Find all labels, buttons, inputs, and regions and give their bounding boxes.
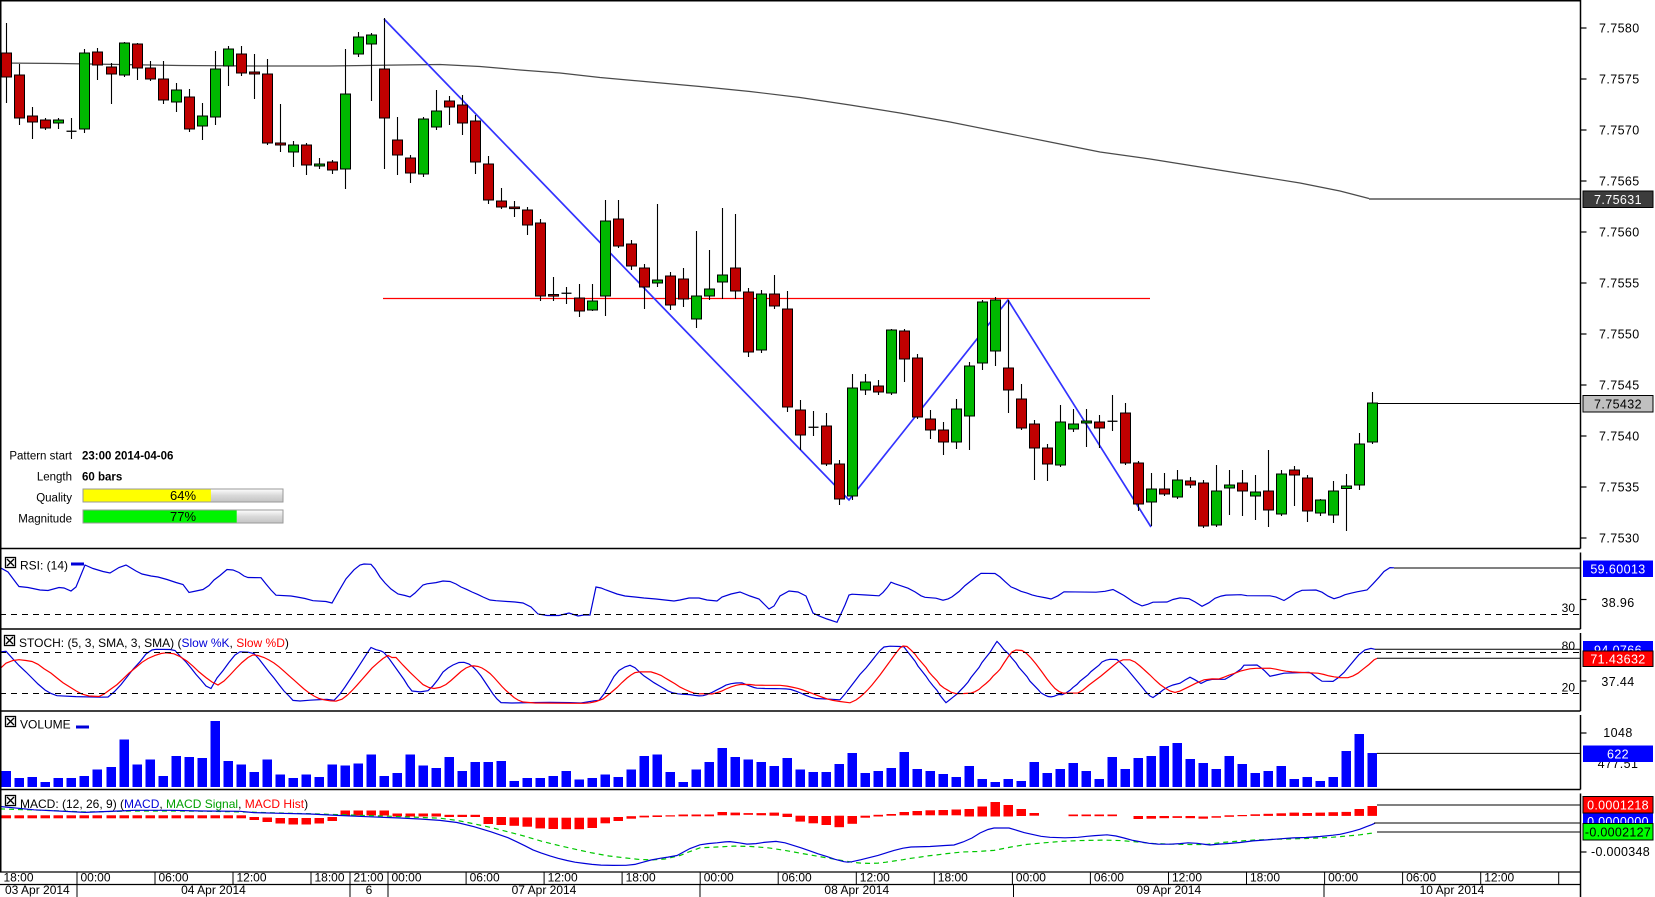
svg-text:12:00: 12:00 bbox=[548, 871, 578, 885]
svg-text:-0.0002127: -0.0002127 bbox=[1585, 826, 1651, 840]
svg-text:18:00: 18:00 bbox=[938, 871, 968, 885]
svg-text:00:00: 00:00 bbox=[1328, 871, 1358, 885]
svg-text:06:00: 06:00 bbox=[159, 871, 189, 885]
svg-text:RSI: (14): RSI: (14) bbox=[20, 559, 68, 573]
svg-text:06:00: 06:00 bbox=[1094, 871, 1124, 885]
svg-text:7.7580: 7.7580 bbox=[1599, 22, 1640, 36]
svg-text:7.7560: 7.7560 bbox=[1599, 226, 1640, 240]
svg-text:18:00: 18:00 bbox=[1250, 871, 1280, 885]
svg-text:7.7530: 7.7530 bbox=[1599, 532, 1640, 546]
svg-text:VOLUME: VOLUME bbox=[20, 718, 71, 732]
svg-text:37.44: 37.44 bbox=[1601, 675, 1634, 689]
svg-text:6: 6 bbox=[366, 883, 373, 897]
svg-text:10 Apr 2014: 10 Apr 2014 bbox=[1420, 883, 1485, 897]
svg-text:21:00: 21:00 bbox=[354, 871, 384, 885]
svg-text:06:00: 06:00 bbox=[782, 871, 812, 885]
svg-text:60 bars: 60 bars bbox=[82, 472, 122, 484]
svg-text:06:00: 06:00 bbox=[470, 871, 500, 885]
svg-text:04 Apr 2014: 04 Apr 2014 bbox=[181, 883, 246, 897]
svg-text:7.7570: 7.7570 bbox=[1599, 124, 1640, 138]
svg-text:12:00: 12:00 bbox=[1484, 871, 1514, 885]
svg-text:20: 20 bbox=[1562, 681, 1576, 695]
svg-text:Quality: Quality bbox=[36, 493, 72, 505]
svg-text:38.96: 38.96 bbox=[1601, 596, 1634, 610]
svg-text:Length: Length bbox=[37, 472, 72, 484]
svg-text:18:00: 18:00 bbox=[315, 871, 345, 885]
svg-text:7.75631: 7.75631 bbox=[1594, 193, 1642, 207]
svg-text:12:00: 12:00 bbox=[860, 871, 890, 885]
svg-text:64%: 64% bbox=[170, 488, 196, 503]
svg-text:0.0001218: 0.0001218 bbox=[1587, 799, 1649, 813]
svg-text:77%: 77% bbox=[170, 509, 196, 524]
svg-text:00:00: 00:00 bbox=[392, 871, 422, 885]
svg-text:7.7540: 7.7540 bbox=[1599, 430, 1640, 444]
svg-text:80: 80 bbox=[1562, 639, 1576, 653]
svg-text:08 Apr 2014: 08 Apr 2014 bbox=[824, 883, 889, 897]
svg-text:MACD: (12, 26, 9) (MACD, MACD: MACD: (12, 26, 9) (MACD, MACD Signal, MA… bbox=[20, 797, 308, 811]
svg-text:1048: 1048 bbox=[1603, 726, 1632, 740]
svg-text:71.43632: 71.43632 bbox=[1590, 653, 1645, 667]
svg-text:Magnitude: Magnitude bbox=[18, 514, 72, 526]
svg-text:18:00: 18:00 bbox=[626, 871, 656, 885]
svg-text:7.75432: 7.75432 bbox=[1594, 398, 1642, 412]
svg-text:00:00: 00:00 bbox=[81, 871, 111, 885]
svg-text:12:00: 12:00 bbox=[237, 871, 267, 885]
svg-text:7.7575: 7.7575 bbox=[1599, 73, 1640, 87]
svg-text:-0.000348: -0.000348 bbox=[1591, 845, 1650, 859]
svg-text:STOCH: (5, 3, SMA, 3, SMA) (Sl: STOCH: (5, 3, SMA, 3, SMA) (Slow %K, Slo… bbox=[19, 636, 289, 650]
svg-text:7.7550: 7.7550 bbox=[1599, 328, 1640, 342]
svg-text:59.60013: 59.60013 bbox=[1590, 563, 1645, 577]
svg-text:622: 622 bbox=[1607, 748, 1629, 762]
svg-text:Pattern start: Pattern start bbox=[9, 451, 72, 463]
svg-text:09 Apr 2014: 09 Apr 2014 bbox=[1136, 883, 1201, 897]
svg-text:03 Apr 2014: 03 Apr 2014 bbox=[5, 883, 70, 897]
svg-text:7.7565: 7.7565 bbox=[1599, 175, 1640, 189]
svg-text:00:00: 00:00 bbox=[704, 871, 734, 885]
svg-text:07 Apr 2014: 07 Apr 2014 bbox=[512, 883, 577, 897]
svg-text:23:00 2014-04-06: 23:00 2014-04-06 bbox=[82, 451, 173, 463]
svg-text:30: 30 bbox=[1562, 601, 1576, 615]
svg-text:7.7555: 7.7555 bbox=[1599, 277, 1640, 291]
svg-text:7.7535: 7.7535 bbox=[1599, 481, 1640, 495]
svg-text:18:00: 18:00 bbox=[4, 871, 34, 885]
svg-text:06:00: 06:00 bbox=[1406, 871, 1436, 885]
svg-text:7.7545: 7.7545 bbox=[1599, 379, 1640, 393]
svg-text:00:00: 00:00 bbox=[1016, 871, 1046, 885]
svg-text:12:00: 12:00 bbox=[1172, 871, 1202, 885]
